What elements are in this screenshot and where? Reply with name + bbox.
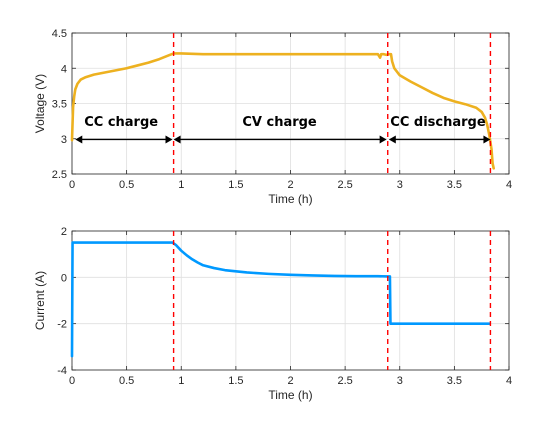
current-x-tick-label: 1 [178,375,184,387]
current-x-tick-label: 1.5 [228,375,243,387]
current-y-axis-label: Current (A) [33,271,47,330]
voltage-y-tick-label: 3.5 [52,99,67,111]
voltage-x-axis-label: Time (h) [268,192,312,206]
voltage-annotation-label: CC charge [84,115,158,130]
voltage-y-tick-label: 3 [61,134,67,146]
voltage-annotation-arrowhead-right [165,135,173,144]
voltage-x-tick-label: 2 [287,179,293,191]
voltage-x-tick-label: 0 [69,179,75,191]
voltage-x-tick-label: 3 [397,179,403,191]
current-y-tick-label: 2 [61,226,67,238]
voltage-y-tick-label: 4.5 [52,28,67,40]
voltage-annotation-arrowhead-right [483,135,491,144]
voltage-y-axis-label: Voltage (V) [33,74,47,133]
voltage-x-tick-label: 4 [506,179,512,191]
voltage-x-tick-label: 1 [178,179,184,191]
current-x-tick-label: 2 [287,375,293,387]
voltage-x-tick-label: 2.5 [337,179,352,191]
voltage-y-tick-label: 2.5 [52,169,67,181]
voltage-panel: 0 0.5 1 1.5 2 2.5 3 3.5 4 2.5 3 3.5 4 4.5 Time (h) Volt… [33,28,512,206]
voltage-annotation-label: CC discharge [390,115,486,130]
current-y-tick-label: 0 [61,272,67,284]
voltage-y-tick-label: 4 [61,63,67,75]
voltage-annotation-arrowhead-left [173,135,181,144]
current-x-tick-label: 0 [69,375,75,387]
current-x-tick-label: 3.5 [447,375,462,387]
current-x-tick-label: 2.5 [337,375,352,387]
voltage-annotation-arrowhead-left [75,135,83,144]
voltage-x-tick-label: 0.5 [119,179,134,191]
voltage-x-tick-label: 3.5 [447,179,462,191]
voltage-series-line [70,52,496,170]
current-x-axis-label: Time (h) [268,388,312,402]
current-x-tick-label: 0.5 [119,375,134,387]
voltage-x-tick-label: 1.5 [228,179,243,191]
current-y-tick-label: -2 [57,319,67,331]
current-x-tick-label: 4 [506,375,512,387]
voltage-annotation-arrowhead-left [388,135,396,144]
voltage-annotation-label: CV charge [242,115,317,130]
voltage-annotation-arrowhead-right [379,135,387,144]
current-y-tick-label: -4 [57,365,67,377]
current-x-tick-label: 3 [397,375,403,387]
